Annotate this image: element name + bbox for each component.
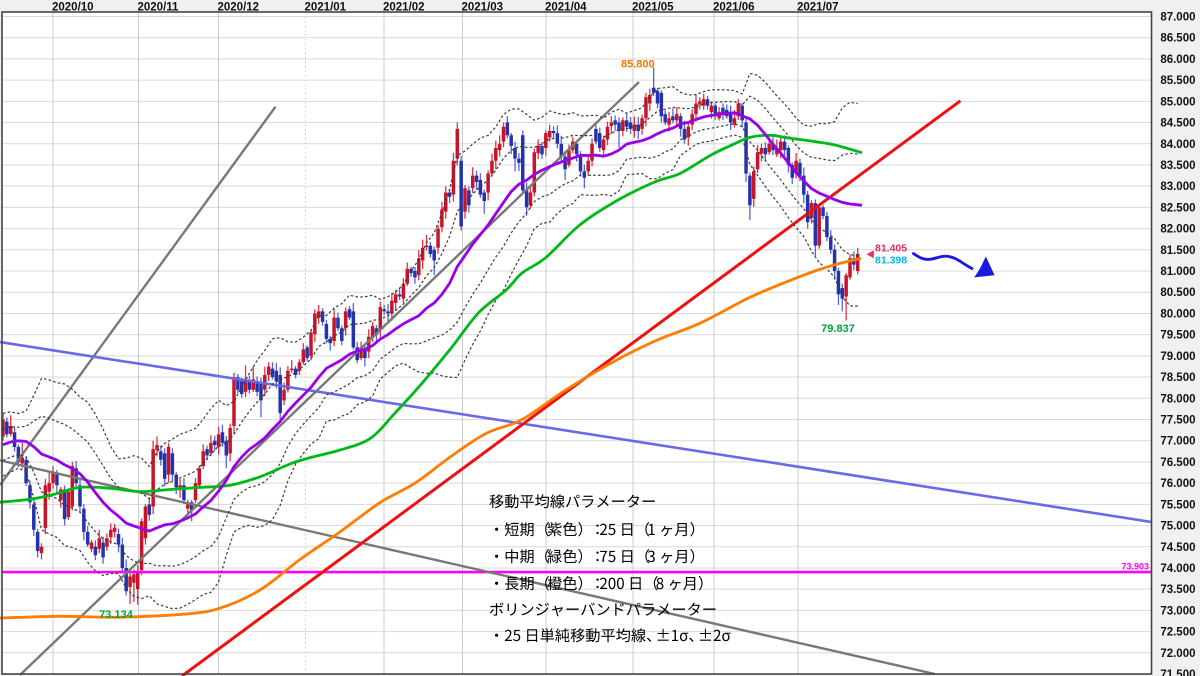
svg-text:87.000: 87.000 bbox=[1160, 12, 1195, 24]
svg-text:2021/02: 2021/02 bbox=[383, 2, 425, 14]
svg-text:79.500: 79.500 bbox=[1160, 330, 1195, 342]
svg-text:84.000: 84.000 bbox=[1160, 139, 1195, 151]
svg-text:76.000: 76.000 bbox=[1160, 478, 1195, 490]
svg-text:80.500: 80.500 bbox=[1160, 287, 1195, 299]
svg-text:2021/04: 2021/04 bbox=[545, 2, 587, 14]
svg-text:2021/07: 2021/07 bbox=[797, 2, 839, 14]
svg-text:77.500: 77.500 bbox=[1160, 415, 1195, 427]
svg-text:81.405: 81.405 bbox=[875, 243, 907, 255]
svg-text:75.000: 75.000 bbox=[1160, 521, 1195, 533]
svg-text:80.000: 80.000 bbox=[1160, 308, 1195, 320]
svg-text:79.000: 79.000 bbox=[1160, 351, 1195, 363]
svg-text:2021/03: 2021/03 bbox=[462, 2, 504, 14]
svg-text:85.000: 85.000 bbox=[1160, 96, 1195, 108]
svg-text:85.500: 85.500 bbox=[1160, 75, 1195, 87]
svg-text:75.500: 75.500 bbox=[1160, 499, 1195, 511]
svg-text:71.500: 71.500 bbox=[1160, 669, 1195, 676]
svg-text:2021/05: 2021/05 bbox=[632, 2, 674, 14]
svg-text:2020/10: 2020/10 bbox=[52, 2, 94, 14]
svg-text:81.500: 81.500 bbox=[1160, 245, 1195, 257]
svg-text:2021/06: 2021/06 bbox=[713, 2, 755, 14]
svg-text:78.500: 78.500 bbox=[1160, 372, 1195, 384]
svg-text:77.000: 77.000 bbox=[1160, 436, 1195, 448]
svg-text:79.837: 79.837 bbox=[821, 323, 855, 335]
svg-text:76.500: 76.500 bbox=[1160, 457, 1195, 469]
svg-text:85.800: 85.800 bbox=[621, 59, 655, 71]
svg-text:86.000: 86.000 bbox=[1160, 54, 1195, 66]
svg-text:73.500: 73.500 bbox=[1160, 584, 1195, 596]
svg-text:72.000: 72.000 bbox=[1160, 648, 1195, 660]
svg-text:84.500: 84.500 bbox=[1160, 118, 1195, 130]
svg-text:73.000: 73.000 bbox=[1160, 605, 1195, 617]
svg-text:81.398: 81.398 bbox=[875, 255, 907, 267]
svg-text:82.500: 82.500 bbox=[1160, 202, 1195, 214]
svg-text:72.500: 72.500 bbox=[1160, 627, 1195, 639]
svg-text:86.500: 86.500 bbox=[1160, 33, 1195, 45]
svg-text:74.500: 74.500 bbox=[1160, 542, 1195, 554]
svg-text:82.000: 82.000 bbox=[1160, 224, 1195, 236]
svg-text:2020/11: 2020/11 bbox=[138, 2, 180, 14]
svg-text:73.134: 73.134 bbox=[99, 609, 134, 621]
svg-text:73.903: 73.903 bbox=[1121, 562, 1149, 572]
svg-text:83.000: 83.000 bbox=[1160, 181, 1195, 193]
svg-text:2021/01: 2021/01 bbox=[305, 2, 347, 14]
svg-text:2020/12: 2020/12 bbox=[218, 2, 260, 14]
svg-text:81.000: 81.000 bbox=[1160, 266, 1195, 278]
svg-text:83.500: 83.500 bbox=[1160, 160, 1195, 172]
svg-text:74.000: 74.000 bbox=[1160, 563, 1195, 575]
svg-text:78.000: 78.000 bbox=[1160, 393, 1195, 405]
